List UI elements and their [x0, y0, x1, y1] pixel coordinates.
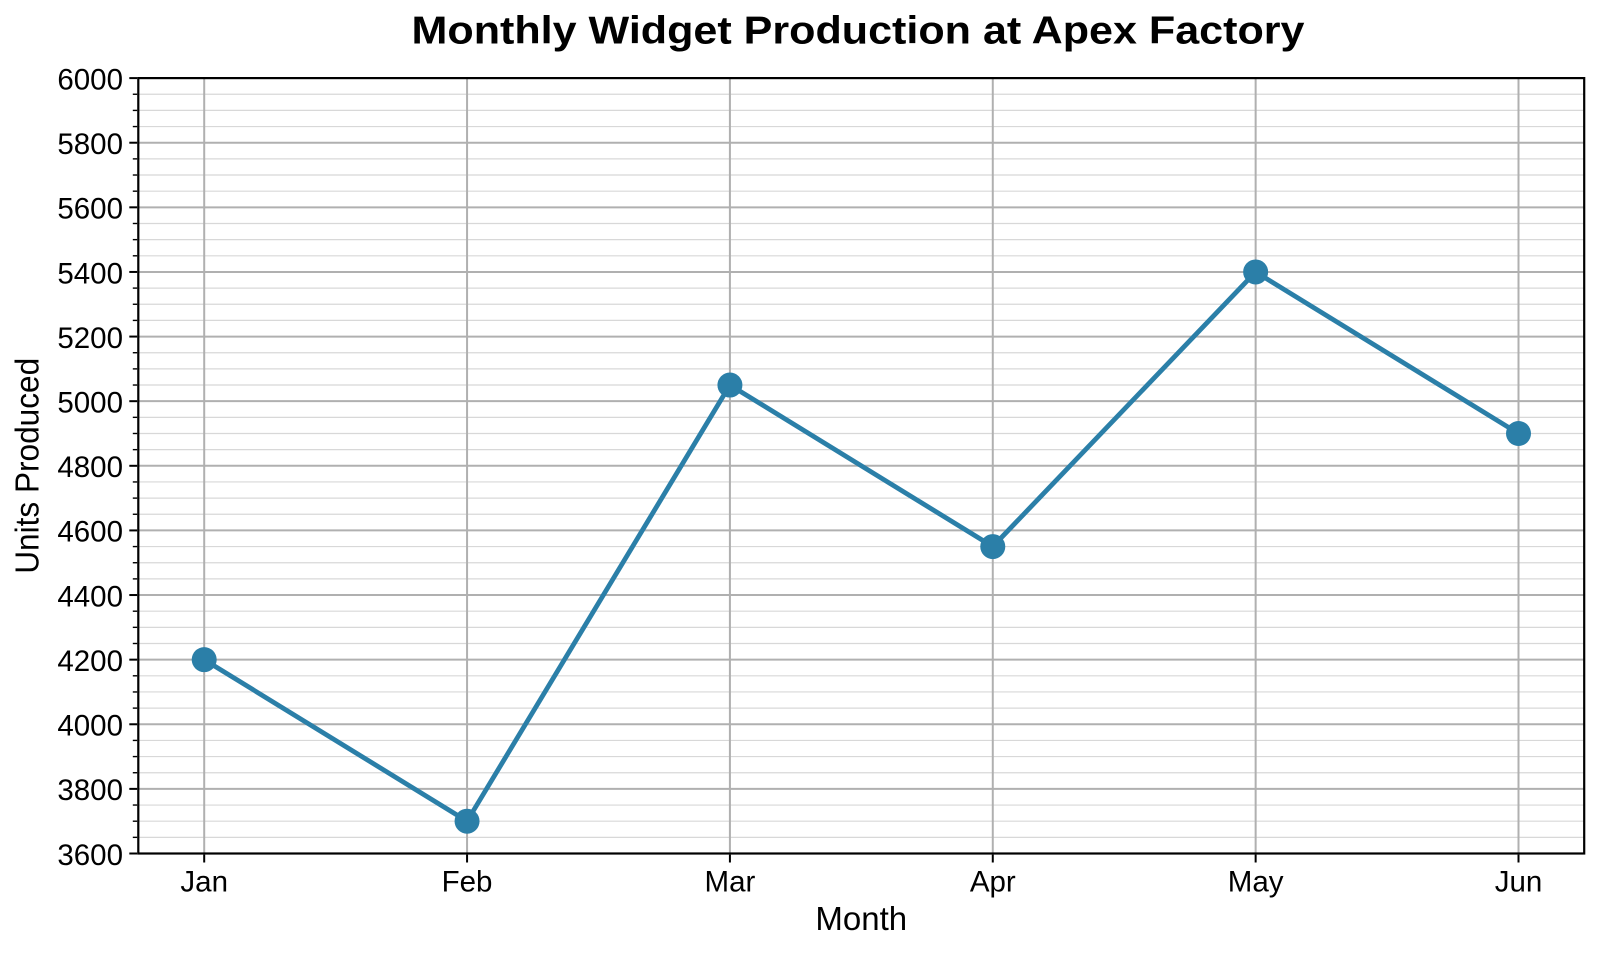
svg-text:Feb: Feb [442, 865, 493, 898]
svg-text:4200: 4200 [57, 645, 123, 678]
svg-text:5200: 5200 [57, 322, 123, 355]
svg-text:6000: 6000 [57, 63, 123, 96]
svg-text:4800: 4800 [57, 451, 123, 484]
svg-text:Units Produced: Units Produced [9, 358, 46, 574]
svg-text:5400: 5400 [57, 257, 123, 290]
svg-text:Month: Month [815, 900, 907, 937]
svg-text:Jun: Jun [1495, 865, 1543, 898]
svg-text:Mar: Mar [705, 865, 756, 898]
svg-text:5000: 5000 [57, 386, 123, 419]
svg-text:4000: 4000 [57, 710, 123, 743]
svg-text:3600: 3600 [57, 839, 123, 872]
svg-text:4400: 4400 [57, 580, 123, 613]
svg-text:May: May [1228, 865, 1284, 898]
svg-text:4600: 4600 [57, 516, 123, 549]
svg-text:Monthly Widget Production at A: Monthly Widget Production at Apex Factor… [412, 10, 1305, 53]
svg-text:5800: 5800 [57, 128, 123, 161]
svg-text:Jan: Jan [180, 865, 228, 898]
svg-text:5600: 5600 [57, 193, 123, 226]
svg-text:Apr: Apr [970, 865, 1016, 898]
svg-text:3800: 3800 [57, 774, 123, 807]
